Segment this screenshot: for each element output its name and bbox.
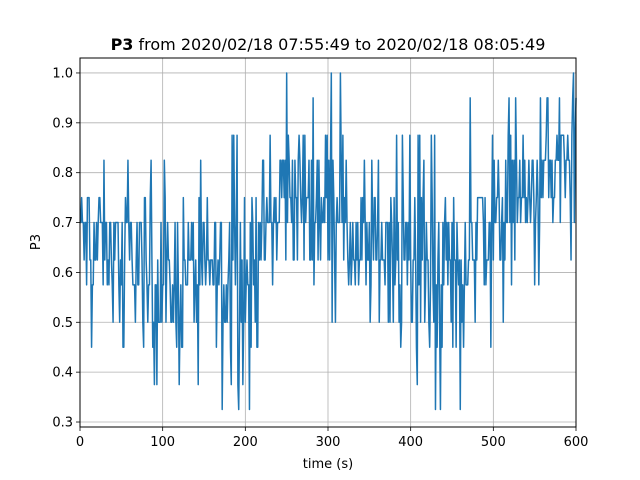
x-axis-label: time (s) <box>303 457 353 472</box>
x-tick-label: 400 <box>398 435 423 450</box>
chart-title-rest: from 2020/02/18 07:55:49 to 2020/02/18 0… <box>133 35 545 54</box>
x-tick-label: 0 <box>76 435 84 450</box>
y-tick-label: 0.8 <box>52 166 73 181</box>
x-axis-ticks: 0 100 200 300 400 500 600 <box>76 427 589 450</box>
data-layer <box>80 72 577 411</box>
y-axis-ticks: 0.3 0.4 0.5 0.6 0.7 0.8 0.9 1.0 <box>52 66 80 431</box>
y-tick-label: 0.4 <box>52 366 73 381</box>
x-tick-label: 500 <box>481 435 506 450</box>
y-tick-label: 0.7 <box>52 216 73 231</box>
series-line-p3 <box>80 72 577 411</box>
x-tick-label: 600 <box>564 435 589 450</box>
chart-title-bold: P3 <box>111 35 134 54</box>
x-tick-label: 100 <box>150 435 175 450</box>
y-tick-label: 0.9 <box>52 116 73 131</box>
y-tick-label: 1.0 <box>52 66 73 81</box>
y-tick-label: 0.3 <box>52 416 73 431</box>
y-tick-label: 0.5 <box>52 316 73 331</box>
x-tick-label: 200 <box>233 435 258 450</box>
y-tick-label: 0.6 <box>52 266 73 281</box>
chart-title: P3 from 2020/02/18 07:55:49 to 2020/02/1… <box>111 35 546 54</box>
x-tick-label: 300 <box>316 435 341 450</box>
y-axis-label: P3 <box>29 234 44 250</box>
